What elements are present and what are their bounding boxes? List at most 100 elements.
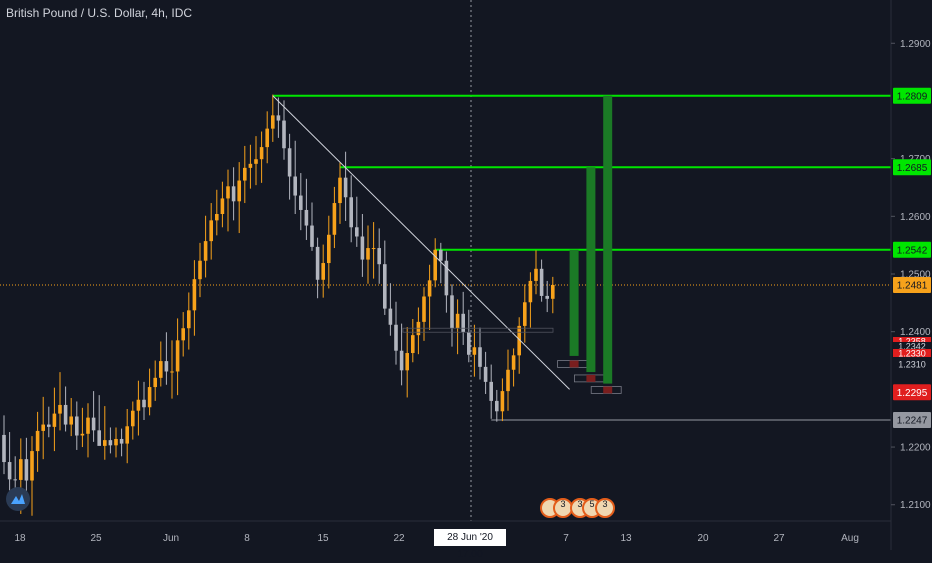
price-label-bg: [893, 159, 931, 176]
candle-body: [41, 424, 45, 431]
candle-body: [108, 440, 113, 446]
crosshair-date: 28 Jun '20: [447, 532, 493, 543]
candle-body: [170, 371, 174, 373]
candle-body: [175, 340, 180, 372]
candle-body: [534, 268, 538, 281]
candle-body: [399, 350, 404, 371]
candle-body: [24, 459, 29, 481]
crosshair-time-label: 28 Jun '20 17:00: [434, 529, 506, 560]
candle-body: [114, 438, 118, 446]
candle-body: [467, 332, 471, 355]
time-tick-label: 7: [563, 533, 569, 544]
candle-body: [19, 459, 23, 480]
price-label: 1.2481: [897, 280, 928, 291]
candle-body: [349, 197, 353, 228]
candle-body: [198, 260, 202, 280]
target-bar: [569, 249, 579, 356]
time-tick-label: 15: [317, 533, 329, 544]
candle-body: [304, 209, 309, 226]
price-chart[interactable]: 1.21001.22001.24001.25001.26001.27001.29…: [0, 0, 932, 550]
time-tick-label: 20: [697, 533, 709, 544]
candle-body: [2, 434, 6, 463]
candle-body: [159, 361, 163, 378]
stop-fill: [586, 374, 596, 382]
candle-body: [119, 438, 124, 444]
candle-body: [97, 430, 101, 446]
level-lines: [0, 94, 891, 421]
candle-body: [35, 430, 40, 452]
event-badge-count: 5: [589, 499, 594, 509]
time-tick-label: 13: [620, 533, 632, 544]
partial-label-bg: [893, 337, 931, 345]
trendline: [272, 95, 570, 390]
partial-price-label: 1.2358: [898, 337, 926, 347]
price-label-bg: [893, 411, 931, 428]
price-label-bg: [893, 241, 931, 258]
candle-body: [282, 120, 286, 149]
target-bar: [603, 95, 613, 384]
candle-body: [439, 249, 443, 261]
price-label: 1.2247: [897, 415, 928, 426]
candle-body: [209, 220, 213, 242]
candle-body: [153, 377, 157, 388]
price-label: 1.2685: [897, 163, 928, 174]
candle-body: [187, 310, 191, 329]
candle-body: [321, 263, 325, 280]
candle-body: [478, 347, 482, 367]
candle-body: [265, 128, 269, 148]
candle-body: [444, 260, 449, 296]
crosshair-hour: 17:00: [457, 549, 483, 560]
candle-body: [287, 148, 292, 177]
candle-body: [164, 361, 169, 372]
candle-body: [500, 391, 505, 412]
candle-body: [383, 264, 387, 309]
partial-price-label: 1.2310: [898, 360, 926, 370]
candle-body: [450, 295, 454, 329]
candle-body: [254, 159, 258, 164]
price-label: 1.2809: [897, 91, 928, 102]
candle-body: [243, 167, 247, 181]
candle-body: [248, 163, 253, 168]
candle-body: [371, 248, 376, 250]
price-tick-label: 1.2200: [900, 443, 931, 454]
candle-body: [517, 325, 521, 356]
time-tick-label: 25: [90, 533, 102, 544]
candle-body: [293, 176, 297, 196]
candle-body: [231, 186, 236, 202]
candle-body: [192, 279, 197, 311]
candle-body: [299, 195, 303, 210]
candle-body: [343, 177, 348, 198]
candle-body: [203, 241, 208, 261]
candle-body: [411, 335, 415, 354]
event-badge-count: 3: [602, 499, 607, 509]
time-tick-label: 27: [773, 533, 785, 544]
stop-fill: [569, 360, 579, 368]
candle-body: [338, 177, 342, 204]
candle-body: [30, 451, 34, 481]
price-label-bg: [893, 276, 931, 293]
candle-body: [483, 366, 488, 382]
candle-body: [388, 308, 393, 325]
candle-body: [511, 355, 516, 370]
candle-body: [523, 302, 527, 326]
price-tick-label: 1.2600: [900, 212, 931, 223]
candle-body: [405, 353, 409, 371]
time-tick-label: 8: [244, 533, 250, 544]
candle-body: [528, 280, 533, 303]
drawings: [272, 95, 622, 394]
candle-body: [63, 404, 68, 425]
candle-body: [433, 249, 437, 281]
candle-body: [360, 236, 365, 260]
candle-body: [545, 295, 549, 299]
tradingview-logo-icon[interactable]: [6, 487, 30, 511]
target-bar: [586, 167, 596, 373]
price-label: 1.2295: [897, 388, 928, 399]
chart-title: British Pound / U.S. Dollar, 4h, IDC: [6, 6, 193, 20]
candle-body: [147, 387, 152, 408]
candle-body: [422, 296, 426, 322]
candles: [2, 94, 555, 516]
price-tick-label: 1.2500: [900, 270, 931, 281]
time-tick-label: Jun: [163, 533, 179, 544]
event-badge-count: 3: [577, 499, 582, 509]
candle-body: [142, 399, 146, 408]
